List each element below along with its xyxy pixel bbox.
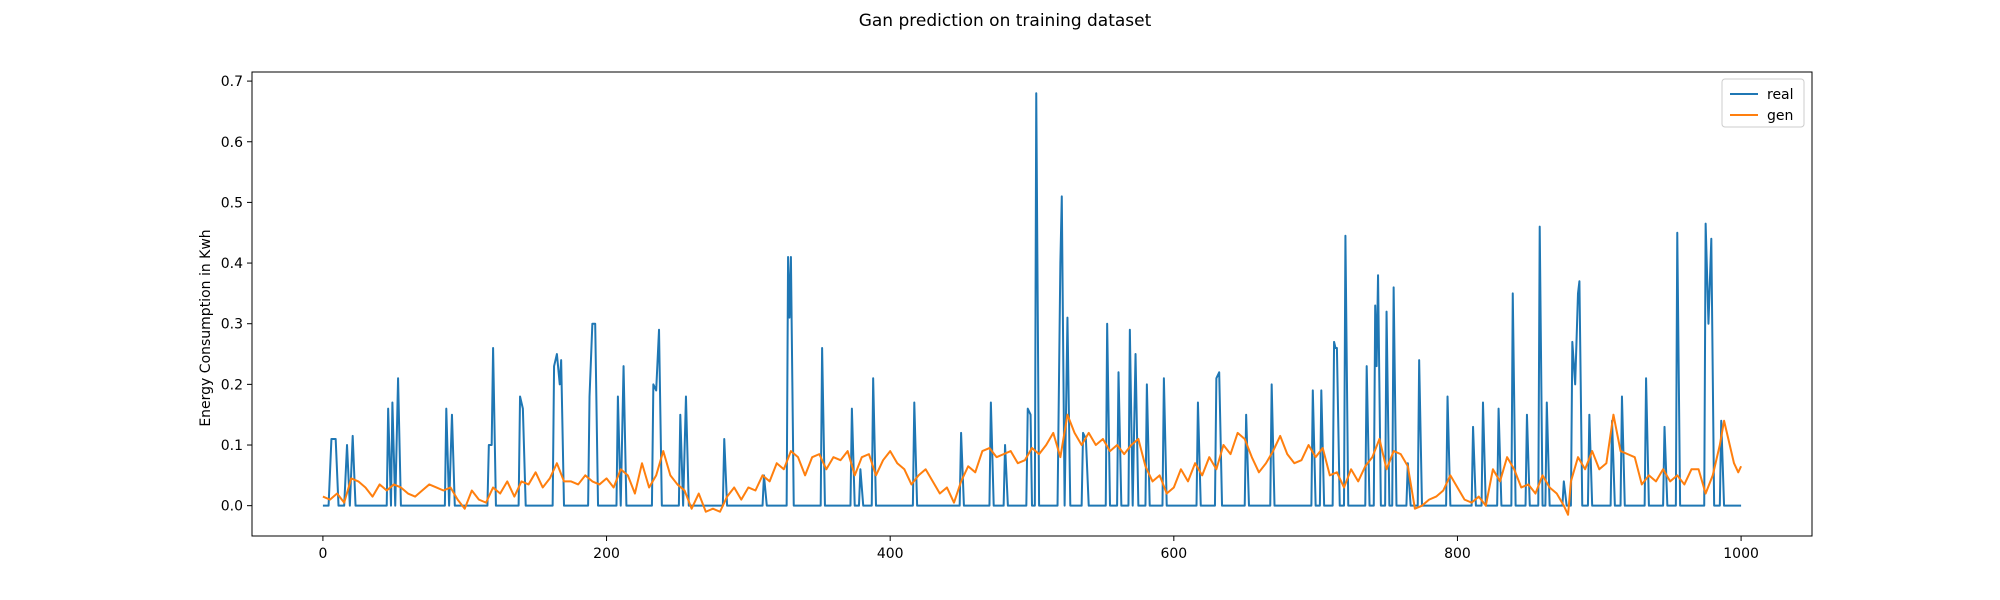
y-tick-label: 0.4 [221, 256, 243, 272]
x-tick-label: 600 [1160, 546, 1187, 562]
legend-label-gen: gen [1767, 108, 1793, 124]
y-tick-label: 0.6 [221, 135, 243, 151]
x-tick-label: 400 [877, 546, 904, 562]
x-tick-label: 1000 [1723, 546, 1759, 562]
y-tick-label: 0.5 [221, 195, 243, 211]
x-tick-label: 200 [593, 546, 620, 562]
x-tick-label: 0 [318, 546, 327, 562]
plot-frame [251, 71, 1813, 537]
chart-title: Gan prediction on training dataset [859, 11, 1152, 31]
series-line-gen [322, 413, 1742, 516]
y-tick-label: 0.2 [221, 377, 243, 393]
legend-label-real: real [1767, 87, 1794, 103]
series-line-real [322, 92, 1742, 507]
y-tick-label: 0.7 [221, 74, 243, 90]
y-tick-label: 0.3 [221, 317, 243, 333]
y-tick-label: 0.1 [221, 438, 243, 454]
y-tick-label: 0.0 [221, 499, 243, 515]
x-tick-label: 800 [1444, 546, 1471, 562]
plot-area: 0 200 400 600 800 1000 0.0 0.1 0.2 0.3 0.4 0.5 0.6 0.… [221, 71, 1813, 562]
y-axis-label: Energy Consumption in Kwh [198, 229, 214, 426]
